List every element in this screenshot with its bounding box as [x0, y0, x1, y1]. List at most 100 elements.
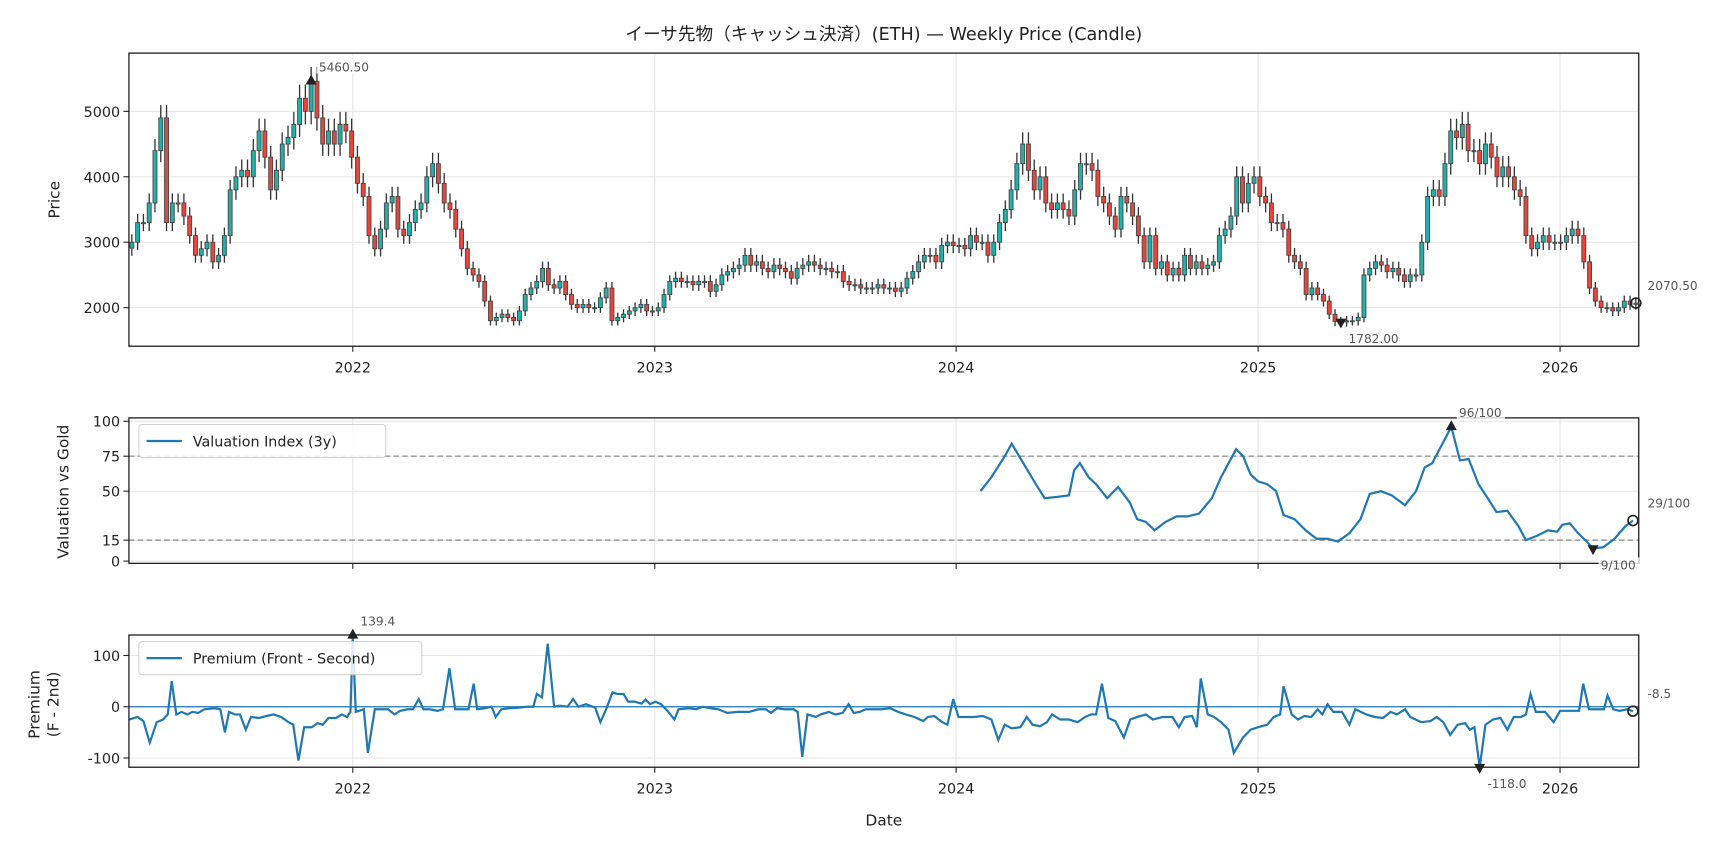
candle-up [1147, 235, 1153, 263]
candle-down [933, 254, 939, 263]
candle-up [198, 248, 204, 256]
candle-up [1216, 235, 1222, 263]
candle-down [765, 267, 771, 273]
candle-down [973, 235, 979, 243]
candle-up [1245, 182, 1251, 204]
min-annotation: 1782.00 [1349, 332, 1399, 346]
candle-down [476, 274, 482, 282]
candle-down [1060, 202, 1066, 210]
candle-down [1488, 143, 1494, 158]
candle-down [349, 130, 355, 158]
candle-up [528, 287, 534, 296]
min-marker-icon [1587, 545, 1599, 556]
candle-down [783, 267, 788, 273]
candle-down [950, 241, 956, 246]
annotation-bg [1456, 404, 1505, 420]
last-marker-icon [1627, 705, 1639, 717]
candle-up [1448, 130, 1454, 165]
candle-up [626, 310, 632, 315]
candle-down [1384, 264, 1390, 273]
candle-down [331, 130, 337, 145]
max-marker-icon [1445, 420, 1457, 431]
candle-up [603, 287, 609, 299]
y-tick-label: 3000 [84, 236, 120, 252]
candle-up [279, 143, 285, 171]
candle-down [395, 195, 401, 230]
candle-up [1274, 222, 1280, 225]
valuation-panel: 0 15 50 75 100 96/100 9/100 29/100 Valuation Ind… [93, 404, 1690, 572]
candle-down [1315, 287, 1321, 296]
candle-up [956, 245, 962, 248]
candle-down [488, 300, 493, 322]
candle-down [1546, 235, 1552, 243]
candle-down [1031, 169, 1037, 191]
plot-area [979, 423, 1634, 550]
candle-down [748, 254, 754, 266]
candle-up [291, 123, 297, 138]
candle-up [927, 254, 933, 257]
candle-up [499, 313, 505, 318]
candle-up [1569, 228, 1575, 237]
max-marker-icon [305, 74, 317, 85]
candle-up [869, 287, 875, 290]
candle-down [962, 245, 968, 250]
candle-down [401, 228, 407, 237]
candle-down [1257, 176, 1263, 197]
candle-up [991, 241, 997, 256]
candle-up [227, 189, 233, 237]
candle-down [1141, 235, 1147, 263]
last-annotation: -8.5 [1648, 687, 1672, 701]
candle-down [574, 303, 580, 309]
candle-up [1535, 241, 1540, 250]
candle-down [811, 261, 817, 266]
candle-down [1610, 307, 1616, 312]
candle-up [1251, 176, 1257, 184]
candle-down [678, 277, 684, 282]
candle-down [1326, 300, 1332, 315]
candle-up [1083, 163, 1089, 166]
candle-up [129, 241, 135, 249]
candle-down [1303, 267, 1309, 296]
last-marker-icon [1630, 297, 1642, 309]
candle-down [759, 261, 765, 269]
candle-up [1234, 176, 1240, 217]
candle-down [1268, 202, 1274, 224]
candle-down [187, 215, 193, 237]
candle-up [800, 264, 806, 269]
candle-up [771, 264, 777, 273]
candle-down [858, 284, 864, 289]
price-panel: 2000 3000 4000 5000 2022 2023 2024 2025 2026 5460… [84, 52, 1698, 377]
x-tick-label: 2025 [1240, 782, 1276, 798]
candle-down [302, 97, 308, 112]
candle-up [1500, 166, 1506, 178]
candle-down [268, 156, 274, 191]
candle-up [522, 294, 528, 312]
candle-up [1558, 241, 1564, 244]
legend-label: Valuation Index (3y) [193, 435, 337, 451]
candle-up [1413, 274, 1419, 277]
candle-up [1459, 123, 1465, 138]
y-tick-label: 100 [93, 415, 120, 431]
premium-y-label-line1: Premium [26, 670, 44, 739]
candle-up [916, 261, 921, 273]
candle-up [997, 222, 1002, 243]
annotation-bg [1598, 557, 1640, 572]
candle-down [881, 284, 887, 289]
candle-down [482, 281, 488, 302]
candle-up [713, 284, 719, 292]
candle-up [285, 137, 291, 145]
candle-up [702, 281, 707, 284]
legend-label: Premium (Front - Second) [193, 652, 376, 668]
candle-down [892, 287, 898, 292]
candle-down [1627, 300, 1633, 305]
candle-up [1222, 228, 1228, 237]
candle-down [1511, 176, 1517, 191]
candle-up [140, 222, 146, 225]
candle-down [545, 267, 551, 286]
candle-up [592, 307, 598, 310]
candle-down [829, 267, 835, 273]
x-tick-label: 2022 [335, 361, 371, 377]
y-tick-label: 5000 [84, 105, 120, 121]
legend-box [138, 641, 423, 676]
candle-up [736, 264, 742, 269]
